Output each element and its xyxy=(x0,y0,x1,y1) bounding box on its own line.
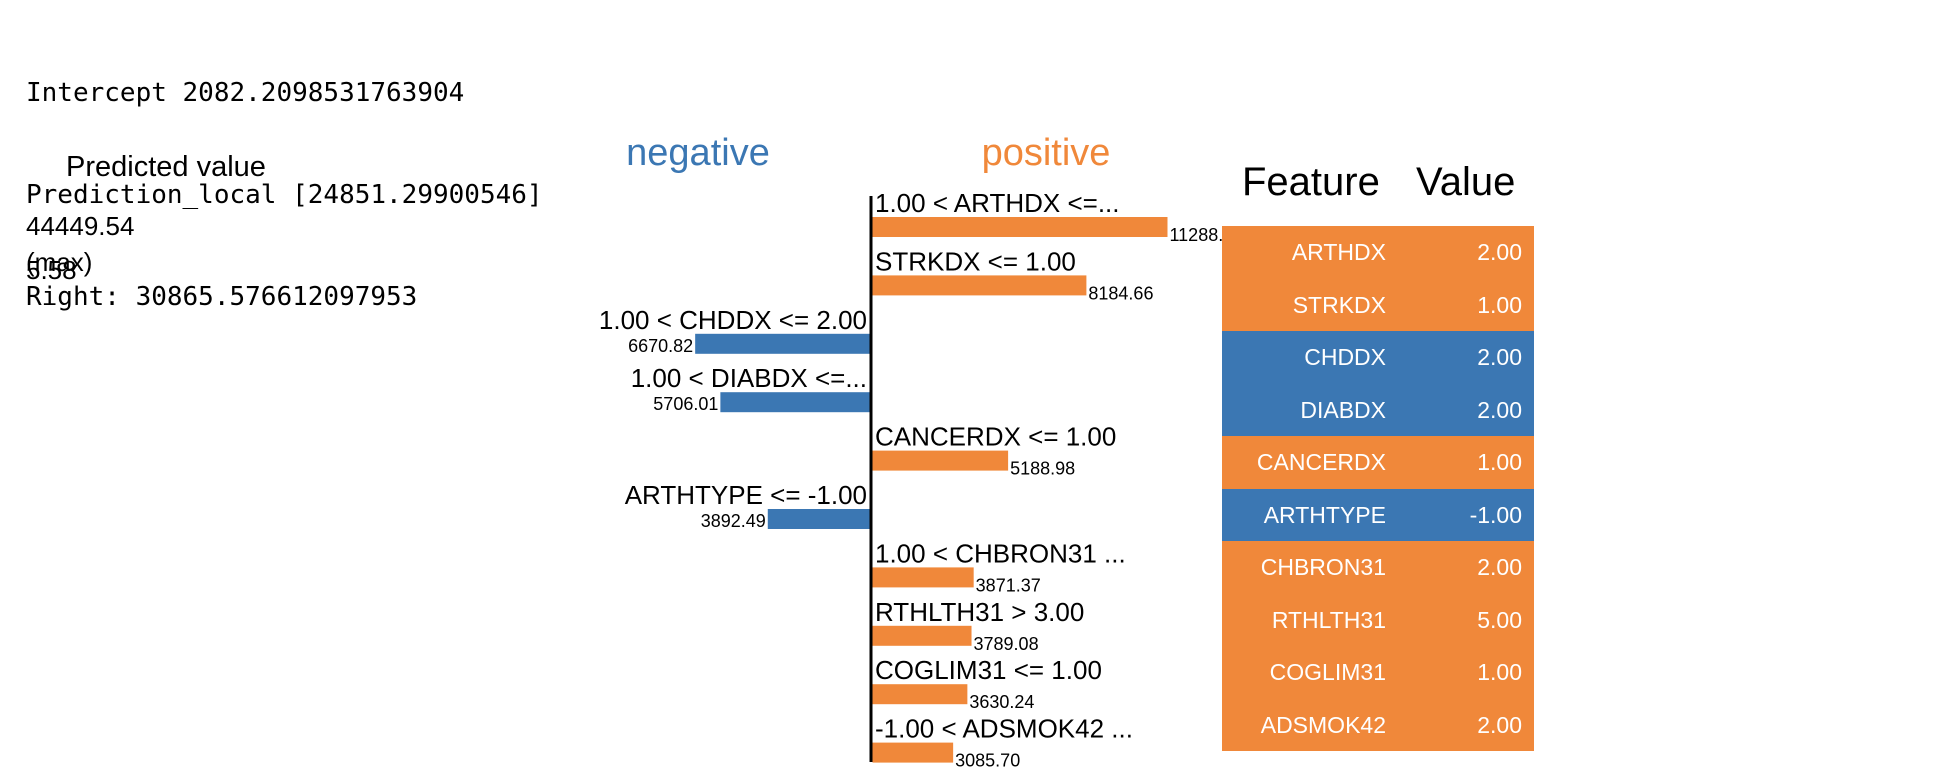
bar xyxy=(720,392,870,413)
bar xyxy=(872,684,968,705)
bar-group: STRKDX <= 1.00 8184.66 xyxy=(872,246,1153,303)
feature-row: RTHLTH31 5.00 xyxy=(1222,593,1534,646)
bar-group: 1.00 < CHBRON31 ... 3871.37 xyxy=(872,538,1126,595)
predicted-value-panel: Predicted value 5.58 44449.54 (max) xyxy=(26,151,266,285)
bar-label: 1.00 < CHBRON31 ... xyxy=(875,538,1126,568)
predicted-value-max: 44449.54 xyxy=(26,211,134,241)
console-output: Intercept 2082.2098531763904 Prediction_… xyxy=(26,8,543,348)
bar-label: ARTHTYPE <= -1.00 xyxy=(625,480,867,510)
feature-value: 5.00 xyxy=(1477,606,1522,633)
feature-value: 2.00 xyxy=(1477,396,1522,423)
feature-name: CHBRON31 xyxy=(1260,554,1386,580)
bar-value-label: 6670.82 xyxy=(628,336,693,356)
feature-value: -1.00 xyxy=(1469,501,1522,528)
bar xyxy=(872,567,974,588)
feature-name: CANCERDX xyxy=(1256,449,1386,475)
feature-value: 1.00 xyxy=(1477,449,1522,475)
bar xyxy=(872,450,1009,471)
feature-value: 2.00 xyxy=(1477,239,1522,265)
bar-label: 1.00 < ARTHDX <=... xyxy=(875,188,1120,218)
table-rows: ARTHDX 2.00 STRKDX 1.00 CHDDX 2.00 DIABDX 2.00 C… xyxy=(1222,226,1534,751)
feature-row: CHDDX 2.00 xyxy=(1222,331,1534,384)
bar xyxy=(872,275,1087,296)
bar-value-label: 3892.49 xyxy=(701,511,766,531)
bar-label: STRKDX <= 1.00 xyxy=(875,246,1076,276)
feature-row: ADSMOK42 2.00 xyxy=(1222,698,1534,751)
lime-explanation-chart: Predicted value 5.58 44449.54 (max) nega… xyxy=(26,132,1222,771)
feature-name: ARTHDX xyxy=(1291,239,1386,265)
bar-label: COGLIM31 <= 1.00 xyxy=(875,655,1102,685)
negative-title: negative xyxy=(626,132,770,174)
bar-group: CANCERDX <= 1.00 5188.98 xyxy=(872,422,1116,479)
bar-value-label: 5706.01 xyxy=(653,394,718,414)
bars-layer: 1.00 < ARTHDX <=... 11288. STRKDX <= 1.00 8… xyxy=(599,188,1222,771)
predicted-value-max-label: (max) xyxy=(26,247,92,277)
feature-row: DIABDX 2.00 xyxy=(1222,383,1534,436)
bar xyxy=(767,509,870,529)
feature-column-header: Feature xyxy=(1242,160,1380,204)
bar xyxy=(872,742,954,763)
positive-title: positive xyxy=(982,132,1111,174)
predicted-value-overlap-fragment: 5.58 xyxy=(26,255,77,285)
feature-name: STRKDX xyxy=(1292,291,1386,318)
bar-value-label: 3085.70 xyxy=(955,751,1020,771)
feature-name: COGLIM31 xyxy=(1269,659,1386,685)
bar xyxy=(872,625,972,646)
feature-name: ADSMOK42 xyxy=(1260,711,1386,738)
bar-value-label: 5188.98 xyxy=(1010,459,1075,479)
feature-value: 2.00 xyxy=(1477,711,1522,738)
bar-value-label: 11288. xyxy=(1170,225,1223,245)
feature-value: 1.00 xyxy=(1477,291,1522,318)
bar-group: 1.00 < ARTHDX <=... 11288. xyxy=(872,188,1223,245)
bar-group: -1.00 < ADSMOK42 ... 3085.70 xyxy=(872,714,1133,771)
bar-label: CANCERDX <= 1.00 xyxy=(875,422,1116,452)
feature-row: CANCERDX 1.00 xyxy=(1222,436,1534,489)
bar-value-label: 8184.66 xyxy=(1088,283,1153,303)
intercept-line: Intercept 2082.2098531763904 xyxy=(26,78,465,108)
feature-name: CHDDX xyxy=(1304,344,1386,370)
bar-value-label: 3789.08 xyxy=(974,634,1039,654)
bar-label: 1.00 < CHDDX <= 2.00 xyxy=(599,305,867,335)
feature-value: 2.00 xyxy=(1477,554,1522,580)
bar-label: 1.00 < DIABDX <=... xyxy=(631,363,867,393)
feature-name: DIABDX xyxy=(1300,396,1386,423)
bar-group: COGLIM31 <= 1.00 3630.24 xyxy=(872,655,1102,712)
feature-row: COGLIM31 1.00 xyxy=(1222,646,1534,699)
right-line: Right: 30865.576612097953 xyxy=(26,282,418,312)
value-column-header: Value xyxy=(1416,160,1516,204)
feature-row: ARTHDX 2.00 xyxy=(1222,226,1534,279)
feature-name: RTHLTH31 xyxy=(1271,606,1386,633)
feature-row: ARTHTYPE -1.00 xyxy=(1222,488,1534,541)
bar xyxy=(695,333,870,354)
bar-group: RTHLTH31 > 3.00 3789.08 xyxy=(872,597,1084,654)
bar-value-label: 3871.37 xyxy=(976,575,1041,595)
feature-value: 1.00 xyxy=(1477,659,1522,685)
bar-group: 1.00 < DIABDX <=...5706.01 xyxy=(631,363,870,414)
feature-value: 2.00 xyxy=(1477,344,1522,370)
bar-value-label: 3630.24 xyxy=(969,692,1034,712)
bar-label: RTHLTH31 > 3.00 xyxy=(875,597,1084,627)
bar xyxy=(872,217,1168,237)
feature-row: STRKDX 1.00 xyxy=(1222,278,1534,331)
bar-label: -1.00 < ADSMOK42 ... xyxy=(875,714,1133,744)
feature-name: ARTHTYPE xyxy=(1263,501,1386,528)
prediction-local-line: Prediction_local [24851.29900546] xyxy=(26,180,543,210)
feature-row: CHBRON31 2.00 xyxy=(1222,541,1534,594)
predicted-value-title: Predicted value xyxy=(66,151,266,183)
